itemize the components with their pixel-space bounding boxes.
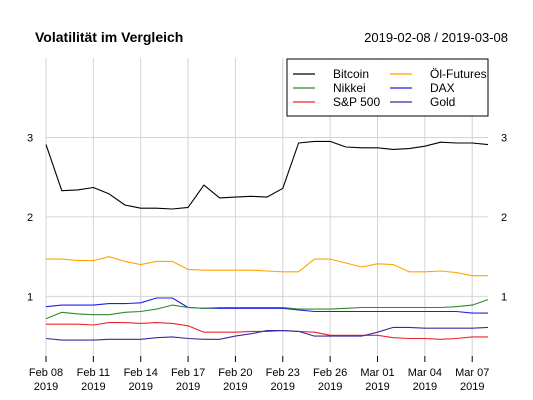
legend-label: Nikkei	[333, 81, 366, 95]
x-tick-label: Feb 17	[171, 367, 205, 379]
x-tick-year: 2019	[413, 381, 437, 393]
legend-label: S&P 500	[333, 95, 380, 109]
x-tick-year: 2019	[223, 381, 247, 393]
chart-title: Volatilität im Vergleich	[35, 29, 183, 45]
x-tick-label: Feb 20	[218, 367, 252, 379]
grid	[45, 58, 488, 356]
y-tick-label-left: 1	[27, 291, 33, 303]
y-tick-label-left: 2	[27, 212, 33, 224]
series-line-gold	[45, 326, 489, 341]
series-line-s-p-500	[46, 322, 488, 340]
y-axis-left: 1 2 3	[27, 132, 33, 303]
x-tick-year: 2019	[365, 381, 389, 393]
x-tick-label: Feb 14	[124, 367, 158, 379]
x-tick-year: 2019	[81, 381, 105, 393]
y-axis-right: 1 2 3	[501, 132, 507, 303]
x-tick-year: 2019	[460, 381, 484, 393]
x-tick-year: 2019	[128, 381, 152, 393]
legend-label: Öl-Futures	[430, 67, 487, 81]
chart-date-range: 2019-02-08 / 2019-03-08	[364, 30, 508, 45]
legend-box	[286, 58, 489, 117]
y-tick-label-right: 3	[501, 132, 507, 144]
series-line-bitcoin	[45, 140, 489, 210]
x-tick-label: Feb 08	[29, 367, 63, 379]
y-tick-label-right: 1	[501, 291, 507, 303]
x-tick-label: Feb 23	[266, 367, 300, 379]
x-tick-label: Mar 04	[408, 367, 442, 379]
series-lines	[45, 140, 489, 341]
x-tick-year: 2019	[176, 381, 200, 393]
x-tick-year: 2019	[34, 381, 58, 393]
series-line-dax	[45, 297, 488, 314]
y-tick-label-right: 2	[501, 212, 507, 224]
x-tick-label: Feb 26	[313, 367, 347, 379]
x-tick-label: Mar 01	[360, 367, 394, 379]
legend-label: DAX	[430, 81, 455, 95]
x-tick-label: Mar 07	[455, 367, 489, 379]
legend-label: Bitcoin	[333, 67, 369, 81]
x-tick-year: 2019	[271, 381, 295, 393]
legend-label: Gold	[430, 95, 455, 109]
x-tick-year: 2019	[318, 381, 342, 393]
y-tick-label-left: 3	[27, 132, 33, 144]
series-line--l-futures	[46, 256, 488, 277]
x-tick-label: Feb 11	[77, 367, 110, 379]
series-line-nikkei	[45, 299, 489, 320]
x-axis: Feb 08 2019 Feb 11 2019 Feb 14 2019 Feb 17 2019…	[29, 356, 489, 393]
